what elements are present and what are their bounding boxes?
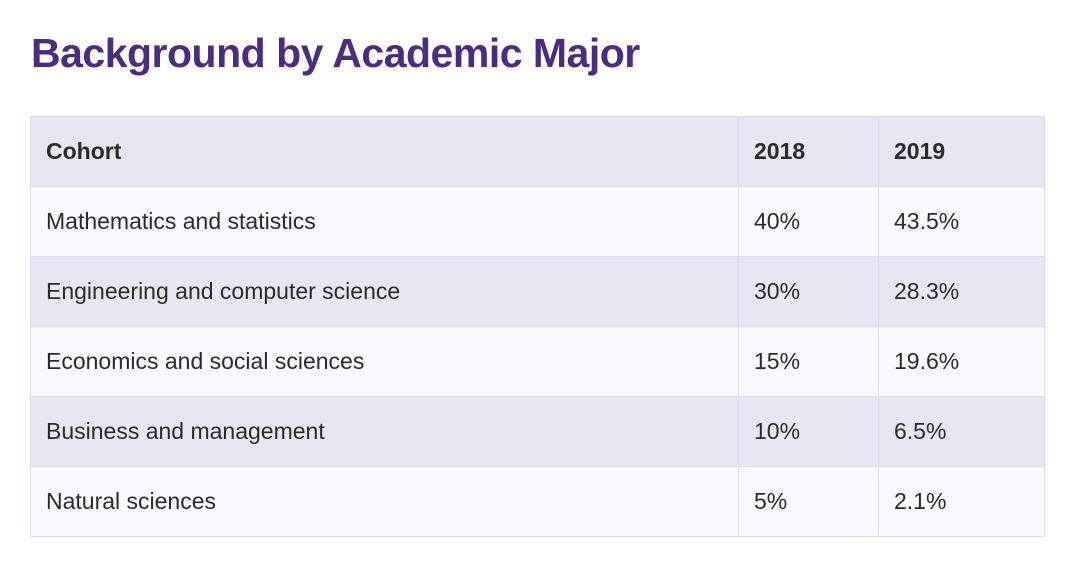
cell-2019: 28.3% xyxy=(878,256,1045,327)
table-row: Engineering and computer science 30% 28.3% xyxy=(30,256,1045,327)
table-row: Natural sciences 5% 2.1% xyxy=(30,466,1045,537)
cell-2018: 15% xyxy=(738,326,879,397)
cell-2019: 43.5% xyxy=(878,186,1045,257)
cell-2019: 6.5% xyxy=(878,396,1045,467)
table-row: Business and management 10% 6.5% xyxy=(30,396,1045,467)
cell-cohort: Mathematics and statistics xyxy=(30,186,739,257)
cell-2018: 5% xyxy=(738,466,879,537)
cell-2019: 19.6% xyxy=(878,326,1045,397)
table-row: Economics and social sciences 15% 19.6% xyxy=(30,326,1045,397)
cell-cohort: Economics and social sciences xyxy=(30,326,739,397)
cell-2018: 10% xyxy=(738,396,879,467)
cell-2019: 2.1% xyxy=(878,466,1045,537)
header-2019: 2019 xyxy=(878,116,1045,187)
header-2018: 2018 xyxy=(738,116,879,187)
cell-cohort: Engineering and computer science xyxy=(30,256,739,327)
cell-2018: 30% xyxy=(738,256,879,327)
header-cohort: Cohort xyxy=(30,116,739,187)
table-header: Cohort 2018 2019 xyxy=(30,116,1045,187)
cell-2018: 40% xyxy=(738,186,879,257)
cell-cohort: Natural sciences xyxy=(30,466,739,537)
table-row: Mathematics and statistics 40% 43.5% xyxy=(30,186,1045,257)
page-title: Background by Academic Major xyxy=(31,30,640,76)
major-table: Cohort 2018 2019 Mathematics and statist… xyxy=(30,116,1045,537)
cell-cohort: Business and management xyxy=(30,396,739,467)
